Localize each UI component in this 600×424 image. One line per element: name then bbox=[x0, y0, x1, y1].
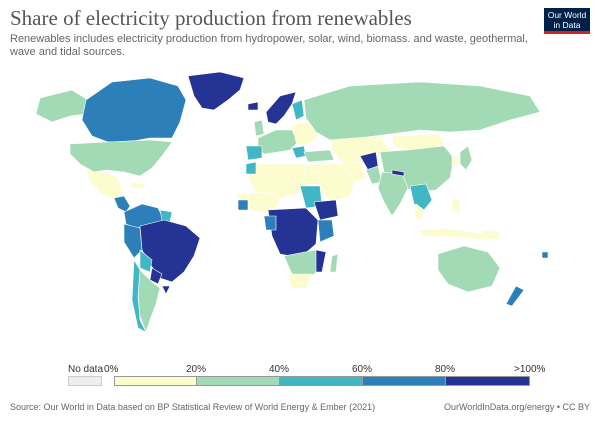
legend-tick-3: 60% bbox=[352, 364, 373, 375]
region-finland[interactable] bbox=[291, 99, 305, 121]
region-turkey[interactable] bbox=[303, 149, 335, 163]
region-brazil[interactable] bbox=[139, 219, 201, 283]
region-japan[interactable] bbox=[459, 145, 473, 171]
region-nepal[interactable] bbox=[391, 169, 405, 177]
legend-tick-0: 0% bbox=[104, 364, 119, 375]
region-southeast-asia[interactable] bbox=[409, 183, 433, 211]
region-madagascar[interactable] bbox=[329, 253, 339, 273]
region-uk[interactable] bbox=[253, 119, 265, 137]
source-note[interactable]: Source: Our World in Data based on BP St… bbox=[10, 402, 376, 412]
region-mozambique[interactable] bbox=[315, 249, 327, 273]
owid-logo[interactable]: Our World in Data bbox=[544, 8, 590, 34]
region-morocco[interactable] bbox=[245, 161, 257, 175]
region-gabon[interactable] bbox=[263, 215, 277, 231]
region-alaska[interactable] bbox=[35, 89, 89, 123]
legend-nodata-label: No data bbox=[68, 364, 104, 375]
region-philippines[interactable] bbox=[451, 197, 461, 215]
region-southern-africa[interactable] bbox=[283, 249, 321, 279]
region-iceland[interactable] bbox=[247, 101, 259, 111]
world-map bbox=[35, 71, 549, 333]
region-central-asia[interactable] bbox=[329, 135, 391, 165]
region-egypt[interactable] bbox=[303, 165, 321, 185]
region-south-africa[interactable] bbox=[287, 273, 313, 289]
legend-bin-80-100[interactable] bbox=[446, 376, 530, 386]
region-india[interactable] bbox=[377, 171, 409, 217]
chart-subtitle: Renewables includes electricity producti… bbox=[10, 33, 528, 58]
region-thailand[interactable] bbox=[413, 203, 425, 223]
legend-bin-20-40[interactable] bbox=[197, 376, 280, 386]
region-australia[interactable] bbox=[437, 245, 501, 293]
region-ethiopia[interactable] bbox=[313, 199, 339, 221]
region-central-america[interactable] bbox=[113, 195, 131, 213]
region-scandinavia[interactable] bbox=[265, 91, 297, 125]
legend: No data 0% 20% 40% 60% 80% >100% bbox=[0, 360, 600, 390]
region-russia[interactable] bbox=[303, 81, 541, 141]
region-new-zealand[interactable] bbox=[505, 285, 525, 307]
legend-bin-0-20[interactable] bbox=[114, 376, 197, 386]
region-central-africa[interactable] bbox=[267, 207, 319, 259]
region-mexico[interactable] bbox=[85, 171, 123, 201]
logo-line-1: Our World bbox=[547, 10, 587, 20]
region-pacific-island[interactable] bbox=[541, 251, 549, 259]
region-united-states[interactable] bbox=[69, 139, 173, 177]
region-peru[interactable] bbox=[123, 223, 143, 259]
region-papua-new-guinea[interactable] bbox=[481, 229, 501, 241]
region-west-africa-hydro[interactable] bbox=[237, 199, 249, 211]
chart-title: Share of electricity production from ren… bbox=[10, 6, 412, 30]
region-bolivia[interactable] bbox=[139, 249, 153, 273]
legend-tick-1: 20% bbox=[186, 364, 207, 375]
legend-tick-5: >100% bbox=[514, 364, 546, 375]
region-iberia[interactable] bbox=[245, 145, 263, 161]
credit-link[interactable]: OurWorldInData.org/energy • CC BY bbox=[443, 402, 590, 412]
logo-line-2: in Data bbox=[553, 20, 581, 30]
region-chile[interactable] bbox=[131, 258, 147, 333]
region-indonesia[interactable] bbox=[419, 227, 497, 241]
region-guianas[interactable] bbox=[159, 209, 173, 223]
legend-bin-60-80[interactable] bbox=[363, 376, 446, 386]
legend-tick-4: 80% bbox=[435, 364, 456, 375]
region-uruguay[interactable] bbox=[161, 285, 171, 295]
region-iran[interactable] bbox=[339, 161, 367, 183]
region-greenland[interactable] bbox=[187, 71, 245, 111]
legend-bin-40-60[interactable] bbox=[280, 376, 363, 386]
region-east-africa[interactable] bbox=[317, 219, 335, 243]
region-korea[interactable] bbox=[451, 155, 459, 167]
legend-tick-2: 40% bbox=[269, 364, 290, 375]
region-canada[interactable] bbox=[81, 77, 187, 143]
region-caribbean[interactable] bbox=[129, 181, 147, 189]
legend-nodata-swatch bbox=[68, 376, 102, 386]
region-paraguay[interactable] bbox=[149, 267, 163, 285]
